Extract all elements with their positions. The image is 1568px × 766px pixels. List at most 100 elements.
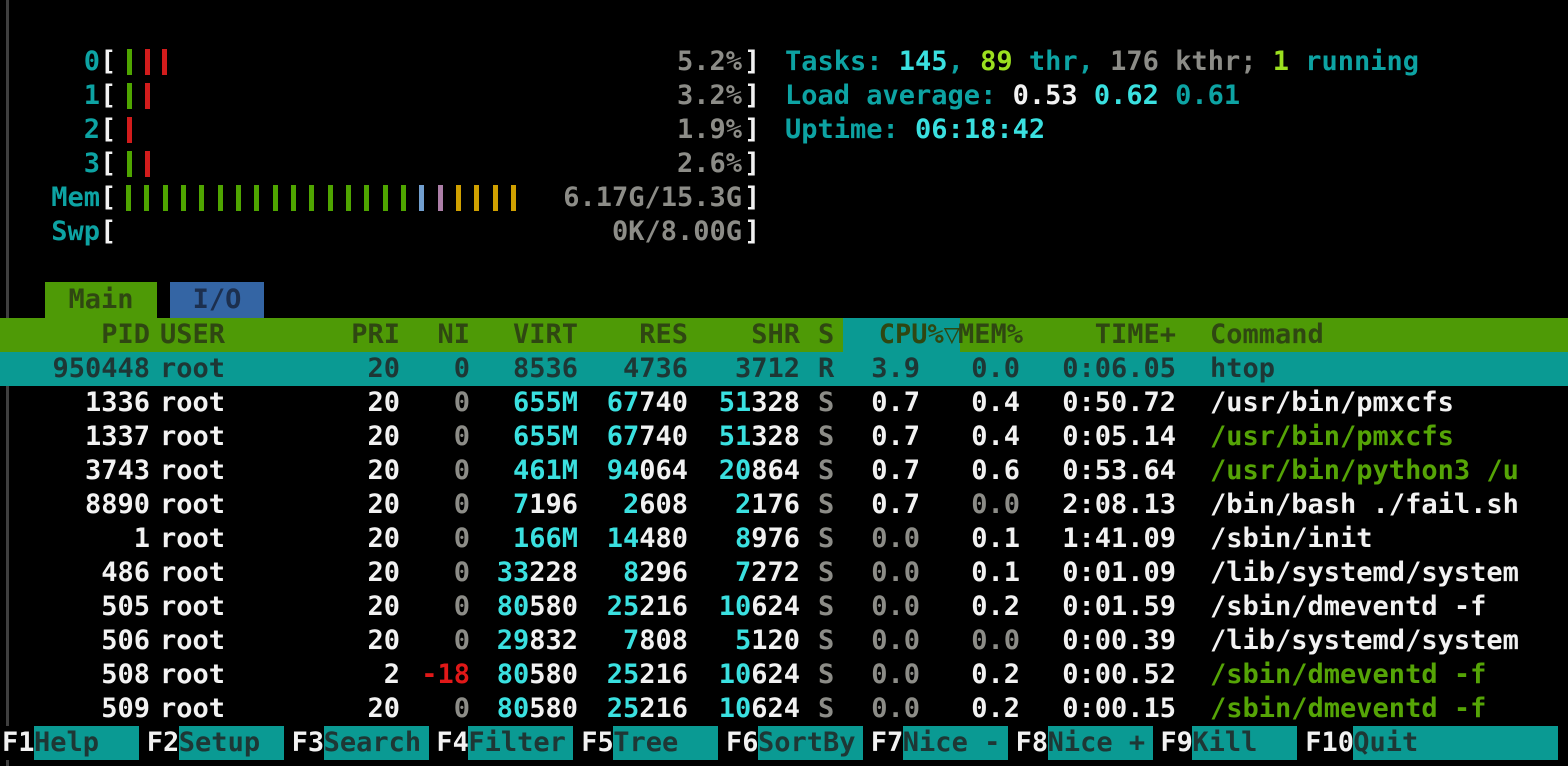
cell-pri: 20 — [316, 352, 400, 386]
cell-s: S — [818, 590, 844, 624]
cell-shr: 8976 — [700, 522, 800, 556]
text-segment: 10 — [718, 659, 752, 690]
column-header-res[interactable]: RES — [639, 319, 688, 350]
column-header-virt[interactable]: VIRT — [512, 319, 578, 350]
cell-virt: 166M — [478, 522, 578, 556]
text-segment: 832 — [529, 625, 578, 656]
text-segment: 624 — [751, 591, 800, 622]
cell-mem: 0.2 — [948, 658, 1020, 692]
column-header-cpu[interactable]: CPU%▽ — [878, 319, 960, 350]
text-segment: 67 — [606, 421, 640, 452]
cell-s: S — [818, 386, 844, 420]
text-segment: root — [160, 455, 226, 486]
cell-cmd: htop — [1210, 352, 1566, 386]
fkey-key-label: F2 — [146, 727, 180, 758]
fkey-key-label: F3 — [291, 727, 325, 758]
cell-ni: 0 — [400, 624, 470, 658]
cell-ni: 0 — [400, 352, 470, 386]
swap-meter-label: Swp — [51, 216, 100, 247]
text-segment: 0:00.15 — [1062, 693, 1176, 724]
process-row[interactable]: 505 root 20 0 80580 25216 10624 S 0.0 0.2 0:01.59 /… — [0, 590, 1568, 624]
cell-cmd: /lib/systemd/system — [1210, 624, 1566, 658]
process-row[interactable]: 1336 root 20 0 655M 67740 51328 S 0.7 0.4 0:50.72 /… — [0, 386, 1568, 420]
text-segment: 624 — [751, 693, 800, 724]
process-row[interactable]: 509 root 20 0 80580 25216 10624 S 0.0 0.2 0:00.15 /… — [0, 692, 1568, 726]
cell-mem: 0.1 — [948, 522, 1020, 556]
text-segment: 0.2 — [971, 659, 1020, 690]
memory-meter-bar — [144, 185, 149, 211]
text-segment: 0:00.39 — [1062, 625, 1176, 656]
text-segment: 328 — [751, 387, 800, 418]
cpu-meter-1-value: 3.2% — [676, 80, 742, 111]
process-row[interactable]: 486 root 20 0 33228 8296 7272 S 0.0 0.1 0:01.09/li… — [0, 556, 1568, 590]
cell-pid: 506 — [16, 624, 150, 658]
process-row[interactable]: 1 root 20 0 166M 14480 8976 S 0.0 0.1 1:41.09/sbin… — [0, 522, 1568, 556]
cell-mem: 0.0 — [948, 488, 1020, 522]
column-header-ni[interactable]: NI — [437, 319, 470, 350]
cell-res: 7808 — [588, 624, 688, 658]
fkey-action-label: Search — [323, 726, 429, 760]
cell-cpu: 0.7 — [838, 420, 920, 454]
column-header-s[interactable]: S — [818, 319, 835, 350]
text-segment: 80 — [496, 693, 530, 724]
column-header-pid[interactable]: PID — [101, 319, 150, 350]
column-header-time[interactable]: TIME+ — [1094, 319, 1176, 350]
text-segment: S — [818, 659, 835, 690]
text-segment: S — [818, 557, 835, 588]
meter-open-bracket: [ — [100, 80, 117, 111]
cell-pid: 1337 — [16, 420, 150, 454]
text-segment: 0.62 — [1093, 80, 1176, 111]
cell-cmd: /usr/bin/pmxcfs — [1210, 386, 1566, 420]
cell-s: S — [818, 692, 844, 726]
column-header-mem[interactable]: MEM% — [957, 319, 1023, 350]
cell-shr: 10624 — [700, 658, 800, 692]
column-header-cmd[interactable]: Command — [1210, 319, 1324, 350]
process-row[interactable]: 3743 root 20 0 461M 94064 20864 S 0.7 0.6 0:53.64/… — [0, 454, 1568, 488]
process-row[interactable]: 950448 root 20 0 8536 4736 3712 R 3.9 0.0 0:06.05 h… — [0, 352, 1568, 386]
column-header-user[interactable]: USER — [160, 319, 226, 350]
cell-pri: 20 — [316, 454, 400, 488]
process-row[interactable]: 1337 root 20 0 655M 67740 51328 S 0.7 0.4 0:05.14 /… — [0, 420, 1568, 454]
tab-io[interactable]: I/O — [170, 282, 264, 318]
fkey-key-label: F5 — [581, 727, 614, 758]
cell-user: root — [160, 488, 390, 522]
text-segment: 2 — [383, 659, 400, 690]
cell-virt: 29832 — [478, 624, 578, 658]
process-row[interactable]: 508 root 2 -18 80580 25216 10624 S 0.0 0.2 0:00.52… — [0, 658, 1568, 692]
process-row[interactable]: 506 root 20 0 29832 7808 5120 S 0.0 0.0 0:00.39/li… — [0, 624, 1568, 658]
column-header-pri[interactable]: PRI — [351, 319, 400, 350]
text-segment: 0.0 — [971, 489, 1020, 520]
text-segment: 0:50.72 — [1062, 387, 1176, 418]
text-segment: 0.0 — [871, 591, 920, 622]
memory-meter-bar — [438, 185, 443, 211]
memory-meter-value: 6.17G/15.3G — [563, 182, 742, 213]
process-row[interactable]: 8890 root 20 0 7196 2608 2176 S 0.7 0.0 2:08.13/bi… — [0, 488, 1568, 522]
column-header-shr[interactable]: SHR — [751, 319, 800, 350]
cpu-meter-0-bar — [127, 49, 132, 75]
text-segment: 25 — [606, 693, 640, 724]
cell-cpu: 0.7 — [838, 454, 920, 488]
cell-shr: 2176 — [700, 488, 800, 522]
cell-time: 0:01.09 — [1046, 556, 1176, 590]
text-segment: /usr/bin/pmxcfs — [1210, 387, 1454, 418]
cell-mem: 0.6 — [948, 454, 1020, 488]
text-segment: 80 — [496, 591, 530, 622]
cell-cmd: /lib/systemd/system — [1210, 556, 1566, 590]
fkey-key-label: F4 — [436, 727, 469, 758]
text-segment: S — [818, 421, 835, 452]
text-segment: 20 — [367, 523, 400, 554]
cell-s: S — [818, 488, 844, 522]
text-segment: 505 — [101, 591, 150, 622]
cell-shr: 7272 — [700, 556, 800, 590]
memory-meter-bar — [309, 185, 314, 211]
text-segment: 94 — [606, 455, 640, 486]
text-segment: 1:41.09 — [1062, 523, 1176, 554]
memory-meter-bar — [199, 185, 204, 211]
cell-s: S — [818, 624, 844, 658]
cell-cpu: 0.0 — [838, 692, 920, 726]
cell-mem: 0.4 — [948, 420, 1020, 454]
text-segment: 20 — [367, 455, 400, 486]
text-segment: S — [818, 591, 835, 622]
tab-main[interactable]: Main — [45, 282, 157, 318]
cell-res: 25216 — [588, 658, 688, 692]
